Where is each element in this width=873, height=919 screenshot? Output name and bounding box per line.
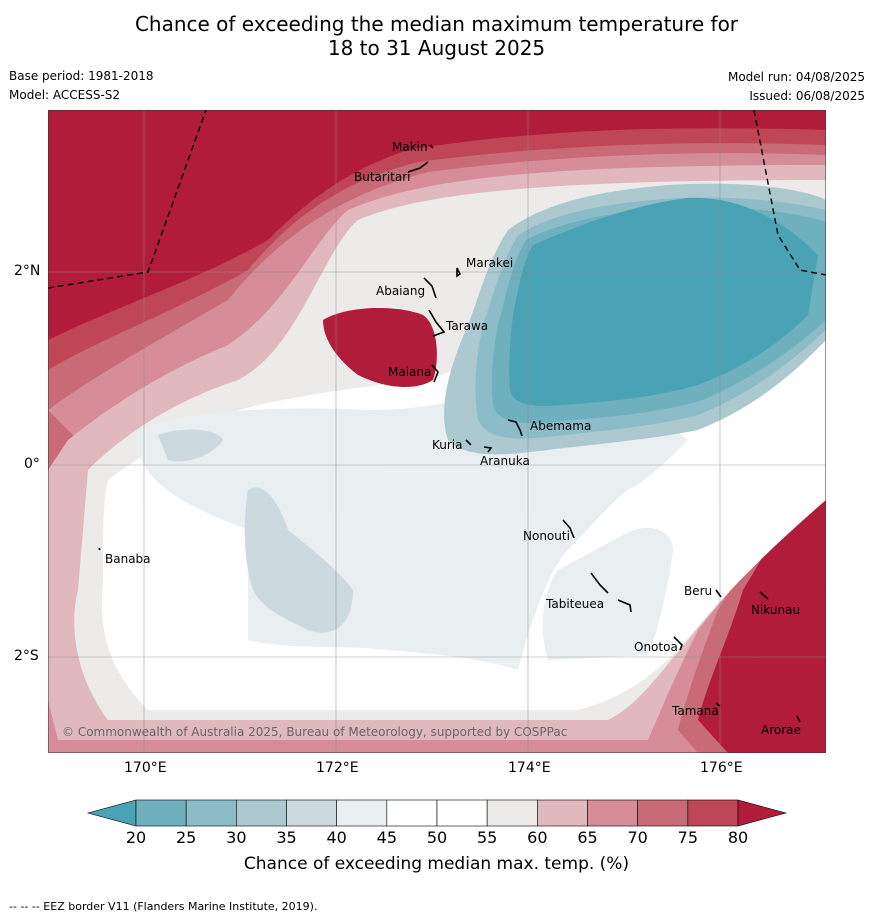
colorbar-segment	[486, 799, 538, 827]
colorbar-tick: 45	[376, 828, 397, 847]
colorbar-segment	[336, 799, 388, 827]
colorbar-segment	[537, 799, 588, 827]
island-maiana	[431, 364, 439, 383]
warm-core-southeast	[748, 590, 826, 753]
place-label: Tamana	[671, 704, 719, 718]
place-label: Tabiteuea	[545, 597, 604, 611]
colorbar-extend-high	[737, 799, 788, 827]
place-label: Marakei	[466, 256, 513, 270]
place-label: Banaba	[105, 552, 151, 566]
place-label: Arorae	[761, 723, 801, 737]
colorbar-tick: 50	[426, 828, 448, 847]
place-label: Makin	[392, 140, 428, 154]
eez-border-west	[48, 110, 207, 289]
colorbar-extend-low	[86, 799, 137, 827]
place-label: Nikunau	[751, 603, 800, 617]
colorbar-tick: 55	[476, 828, 498, 847]
island-marakei	[456, 267, 462, 278]
lat-tick: 0°	[24, 456, 40, 472]
place-label: Tarawa	[445, 319, 488, 333]
copyright-text: © Commonwealth of Australia 2025, Bureau…	[62, 725, 567, 739]
eez-border-east	[753, 110, 826, 276]
island-butaritari	[407, 161, 429, 173]
colorbar-tick: 40	[326, 828, 347, 847]
colorbar-segment	[185, 799, 237, 827]
band-40-se	[542, 527, 673, 660]
island-banaba	[98, 547, 101, 551]
map-border	[48, 110, 826, 753]
place-label: Butaritari	[354, 170, 411, 184]
base-period: Base period: 1981-2018	[9, 69, 154, 83]
colorbar-tick: 25	[175, 828, 197, 847]
model-name: Model: ACCESS-S2	[9, 88, 121, 102]
model-run: Model run: 04/08/2025	[727, 70, 865, 84]
colorbar-segment	[386, 799, 438, 827]
colorbar-segment	[637, 799, 689, 827]
island-makin	[429, 144, 434, 149]
eez-border-note: -- -- -- EEZ border V11 (Flanders Marine…	[9, 900, 318, 913]
colorbar-segment	[436, 799, 488, 827]
band-20	[509, 197, 818, 407]
island-tabiteuea	[590, 572, 632, 613]
lon-tick: 172°E	[316, 760, 359, 776]
colorbar-segment	[587, 799, 638, 827]
lon-tick: 174°E	[508, 760, 551, 776]
place-label: Beru	[684, 584, 712, 598]
island-nikunau	[759, 591, 769, 600]
place-label: Kuria	[432, 438, 463, 452]
colorbar-label: Chance of exceeding median max. temp. (%…	[243, 854, 630, 874]
band-40-south	[244, 487, 353, 633]
band-40-west	[158, 429, 223, 462]
place-label: Maiana	[388, 365, 431, 379]
island-abemama	[507, 419, 523, 437]
colorbar-segment	[135, 799, 187, 827]
island-kuria	[465, 439, 472, 446]
place-label: Abemama	[530, 419, 591, 433]
island-nonouti	[562, 519, 575, 539]
colorbar-tick: 70	[627, 828, 648, 847]
colorbar-segment	[236, 799, 287, 827]
place-label: Abaiang	[376, 284, 425, 298]
island-arorae	[796, 715, 801, 723]
colorbar-tick: 35	[276, 828, 297, 847]
island-onotoa	[673, 636, 683, 651]
colorbar-tick: 65	[577, 828, 598, 847]
issued-date: Issued: 06/08/2025	[749, 89, 865, 103]
island-tarawa	[428, 309, 446, 337]
title-line-1: Chance of exceeding the median maximum t…	[134, 12, 739, 36]
chart-title: Chance of exceeding the median maximum t…	[0, 12, 873, 60]
colorbar-tick: 60	[527, 828, 548, 847]
forecast-map: Makin Butaritari Marakei Abaiang Tarawa …	[48, 110, 826, 753]
colorbar-tick: 20	[125, 828, 147, 847]
warm-core-maiana	[323, 308, 437, 387]
colorbar-tick: 80	[727, 828, 749, 847]
island-aranuka	[483, 446, 493, 453]
colorbar-segment	[286, 799, 337, 827]
island-beru	[715, 589, 722, 598]
place-label: Nonouti	[523, 529, 570, 543]
lat-tick: 2°N	[14, 263, 41, 279]
place-label: Aranuka	[480, 454, 530, 468]
colorbar-tick: 30	[226, 828, 247, 847]
lon-tick: 176°E	[700, 760, 743, 776]
colorbar-tick: 75	[677, 828, 698, 847]
place-label: Onotoa	[634, 640, 678, 654]
lat-tick: 2°S	[14, 648, 39, 664]
colorbar-segment	[687, 799, 739, 827]
colorbar	[86, 799, 788, 827]
island-tamana	[715, 702, 721, 707]
island-abaiang	[423, 277, 437, 299]
title-line-2: 18 to 31 August 2025	[327, 36, 546, 60]
lon-tick: 170°E	[124, 760, 167, 776]
